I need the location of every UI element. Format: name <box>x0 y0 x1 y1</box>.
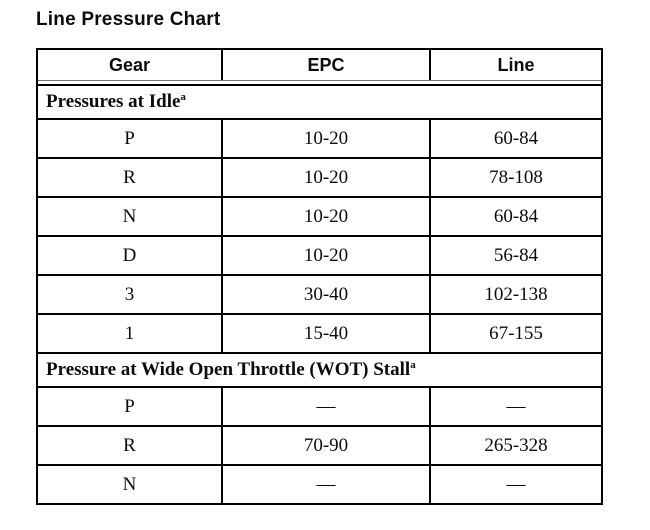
table-row: 3 30-40 102-138 <box>38 274 601 313</box>
gear-cell: N <box>38 466 223 503</box>
line-cell: — <box>506 473 526 495</box>
table-row: R 70-90 265-328 <box>38 425 601 464</box>
table-row: N 10-20 60-84 <box>38 196 601 235</box>
epc-cell: — <box>223 466 431 503</box>
section-header-wot-stall: Pressure at Wide Open Throttle (WOT) Sta… <box>38 352 601 386</box>
epc-cell: 10-20 <box>223 198 431 235</box>
epc-cell: 10-20 <box>223 159 431 196</box>
gear-cell: N <box>38 198 223 235</box>
epc-cell: 15-40 <box>223 315 431 352</box>
gear-cell: R <box>38 159 223 196</box>
column-header-epc: EPC <box>223 50 431 80</box>
header-divider-gap <box>38 81 601 84</box>
table-row: D 10-20 56-84 <box>38 235 601 274</box>
line-cell: — <box>506 395 526 417</box>
epc-cell: 10-20 <box>223 120 431 157</box>
table-row: N — — <box>38 464 601 503</box>
table-header-row: Gear EPC Line <box>38 50 601 81</box>
gear-cell: 1 <box>38 315 223 352</box>
table-row: 1 15-40 67-155 <box>38 313 601 352</box>
epc-cell: — <box>223 388 431 425</box>
epc-cell: 70-90 <box>223 427 431 464</box>
table-row: P 10-20 60-84 <box>38 118 601 157</box>
gear-cell: R <box>38 427 223 464</box>
line-cell: 265-328 <box>484 434 548 456</box>
page-title: Line Pressure Chart <box>36 9 221 30</box>
line-cell: 56-84 <box>493 244 539 266</box>
line-pressure-table: Gear EPC Line Pressures at Idle a P 10-20… <box>36 48 603 505</box>
line-cell: 60-84 <box>493 127 539 149</box>
line-cell: 67-155 <box>489 322 543 344</box>
line-cell: 102-138 <box>484 283 548 305</box>
epc-cell: 30-40 <box>223 276 431 313</box>
column-header-line: Line <box>497 54 535 75</box>
column-header-gear: Gear <box>38 50 223 80</box>
section-header-label: Pressure at Wide Open Throttle (WOT) Sta… <box>46 359 411 380</box>
section-header-label: Pressures at Idle <box>46 91 181 112</box>
line-cell: 60-84 <box>493 205 539 227</box>
gear-cell: P <box>38 388 223 425</box>
epc-cell: 10-20 <box>223 237 431 274</box>
table-row: P — — <box>38 386 601 425</box>
gear-cell: P <box>38 120 223 157</box>
gear-cell: 3 <box>38 276 223 313</box>
section-header-idle: Pressures at Idle a <box>38 84 601 118</box>
gear-cell: D <box>38 237 223 274</box>
table-row: R 10-20 78-108 <box>38 157 601 196</box>
line-cell: 78-108 <box>489 166 543 188</box>
